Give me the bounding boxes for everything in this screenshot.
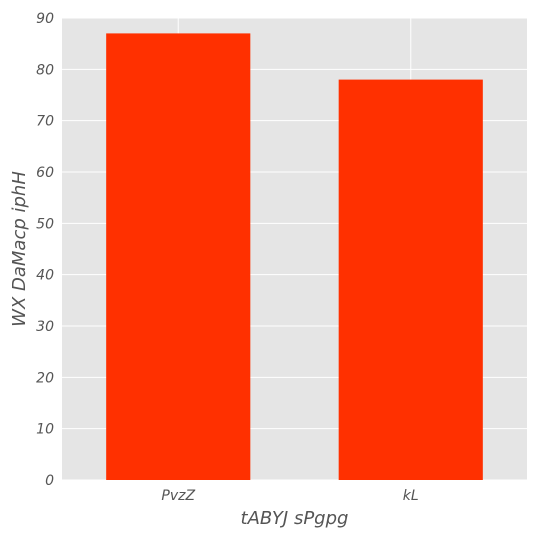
y-tick-label: 60 xyxy=(36,165,54,181)
y-axis-label: WX DaMacp iphH xyxy=(9,171,30,327)
y-tick-labels: 0 10 20 30 40 50 60 70 80 90 xyxy=(36,11,54,489)
y-tick-label: 50 xyxy=(36,216,54,232)
y-tick-label: 30 xyxy=(36,319,54,335)
x-axis-label: tABYJ sPgpg xyxy=(241,508,349,529)
x-tick-label: kL xyxy=(403,488,419,504)
y-tick-label: 10 xyxy=(36,422,54,438)
x-tick-label: PvzZ xyxy=(161,488,195,504)
bar-kl xyxy=(338,79,483,480)
y-tick-label: 20 xyxy=(36,370,54,386)
bars xyxy=(106,33,483,481)
y-tick-label: 70 xyxy=(36,114,54,130)
bar-pvzz xyxy=(106,33,251,481)
y-tick-label: 0 xyxy=(45,473,54,489)
y-tick-label: 90 xyxy=(36,11,54,27)
x-tick-labels: PvzZ kL xyxy=(161,488,418,504)
y-tick-label: 80 xyxy=(36,62,54,78)
y-tick-label: 40 xyxy=(36,268,54,284)
